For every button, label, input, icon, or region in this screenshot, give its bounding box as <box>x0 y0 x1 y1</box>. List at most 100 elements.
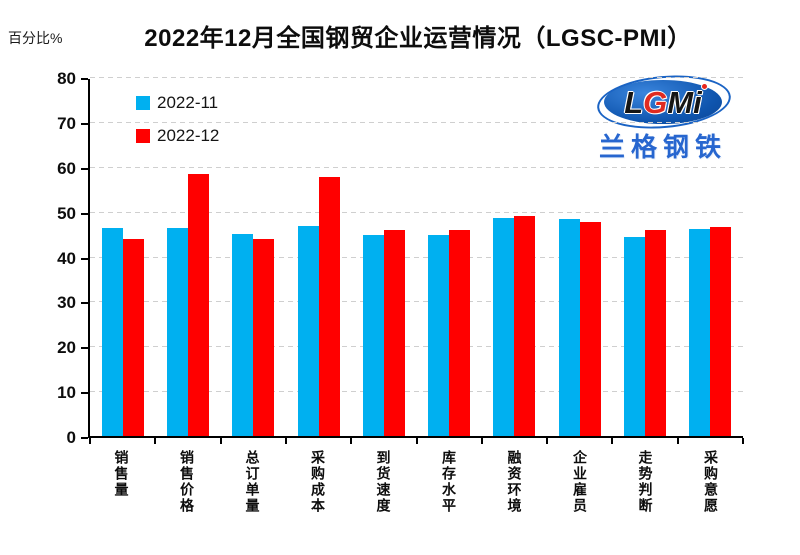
x-tick-4 <box>350 438 353 444</box>
bar-2022-12-库存水平 <box>449 229 471 436</box>
x-axis-label-采购成本: 采购成本 <box>309 450 326 514</box>
y-axis-label-0: 0 <box>66 428 76 447</box>
x-label-cell-0: 销售量 <box>88 450 154 514</box>
y-axis-label-80: 80 <box>57 69 76 88</box>
y-axis-unit-label: 百分比% <box>8 30 63 46</box>
bar-2022-11-融资环境 <box>493 218 515 436</box>
bar-2022-12-销售价格 <box>187 173 209 436</box>
bar-group-2 <box>221 79 286 436</box>
legend-item-2022-11: 2022-11 <box>136 93 219 113</box>
x-tick-10 <box>742 438 744 444</box>
x-axis-label-企业雇员: 企业雇员 <box>571 450 588 514</box>
plot-area <box>81 77 744 444</box>
bar-2022-11-企业雇员 <box>558 219 580 436</box>
x-axis-label-采购意愿: 采购意愿 <box>702 450 719 514</box>
bar-2022-11-销售价格 <box>166 228 188 436</box>
x-tick-0 <box>89 438 91 444</box>
bar-groups <box>90 79 743 436</box>
y-tick-50 <box>81 212 88 215</box>
legend-swatch-2022-11 <box>136 96 150 110</box>
bar-2022-11-销售量 <box>101 228 123 436</box>
bar-2022-12-采购意愿 <box>710 226 732 436</box>
legend-swatch-2022-12 <box>136 129 150 143</box>
y-tick-60 <box>81 167 88 170</box>
y-tick-40 <box>81 257 88 260</box>
y-tick-80 <box>81 78 88 80</box>
y-tick-0 <box>81 437 88 439</box>
legend-item-2022-12: 2022-12 <box>136 126 219 146</box>
gridline-80 <box>90 77 743 78</box>
x-tick-7 <box>546 438 549 444</box>
bar-2022-11-库存水平 <box>428 234 450 436</box>
gridline-60 <box>90 166 743 168</box>
bar-2022-12-企业雇员 <box>579 221 601 436</box>
x-label-cell-1: 销售价格 <box>154 450 220 514</box>
logo-i-dot-icon <box>701 83 708 90</box>
bar-2022-11-走势判断 <box>624 237 646 436</box>
x-tick-6 <box>480 438 483 444</box>
x-axis-category-labels: 销售量 销售价格 总订单量 采购成本 到货速度 库存水平 融资环境 企业雇员 走势判断 采购意愿 <box>88 450 743 514</box>
bar-group-7 <box>547 79 612 436</box>
bar-2022-11-采购成本 <box>297 226 319 436</box>
y-tick-20 <box>81 347 88 350</box>
legend-label-2022-12: 2022-12 <box>157 126 220 145</box>
y-axis-label-10: 10 <box>57 383 76 403</box>
bar-2022-11-总订单量 <box>232 234 254 436</box>
legend-label-2022-11: 2022-11 <box>157 93 219 112</box>
bar-group-5 <box>416 79 481 436</box>
x-axis-label-总订单量: 总订单量 <box>244 450 261 514</box>
x-label-cell-4: 到货速度 <box>350 450 416 514</box>
bar-group-9 <box>678 79 743 436</box>
x-tick-2 <box>219 438 222 444</box>
gridline-50 <box>90 211 743 213</box>
bar-group-1 <box>155 79 220 436</box>
x-label-cell-8: 走势判断 <box>612 450 678 514</box>
x-tick-1 <box>154 438 157 444</box>
bar-2022-12-走势判断 <box>645 229 667 436</box>
chart-title: 2022年12月全国钢贸企业运营情况（LGSC-PMI） <box>144 25 692 52</box>
gridline-30 <box>90 301 743 303</box>
y-axis-label-70: 70 <box>57 113 76 133</box>
gridline-10 <box>90 391 743 393</box>
x-label-cell-6: 融资环境 <box>481 450 547 514</box>
gridline-20 <box>90 346 743 348</box>
x-label-cell-3: 采购成本 <box>285 450 351 514</box>
lgmi-logo-subtext: 兰格钢铁 <box>598 132 727 162</box>
x-tick-5 <box>415 438 418 444</box>
gridline-40 <box>90 256 743 258</box>
bar-group-3 <box>286 79 351 436</box>
bar-2022-12-总订单量 <box>253 239 275 436</box>
y-tick-10 <box>81 392 88 395</box>
bar-2022-11-到货速度 <box>362 234 384 436</box>
gridline-70 <box>90 121 743 123</box>
x-label-cell-2: 总订单量 <box>219 450 285 514</box>
y-tick-30 <box>81 302 88 305</box>
y-axis-label-60: 60 <box>57 158 76 178</box>
x-tick-3 <box>284 438 287 444</box>
y-axis-label-40: 40 <box>57 248 76 268</box>
bar-2022-11-采购意愿 <box>689 228 711 436</box>
x-axis-label-融资环境: 融资环境 <box>506 450 523 514</box>
bar-group-6 <box>482 79 547 436</box>
x-tick-9 <box>676 438 679 444</box>
bar-2022-12-融资环境 <box>514 216 536 436</box>
x-label-cell-7: 企业雇员 <box>547 450 613 514</box>
x-tick-8 <box>611 438 614 444</box>
bar-2022-12-采购成本 <box>318 176 340 436</box>
bar-2022-12-到货速度 <box>383 230 405 436</box>
x-label-cell-5: 库存水平 <box>416 450 482 514</box>
x-axis-label-销售价格: 销售价格 <box>178 450 195 514</box>
y-tick-70 <box>81 122 88 125</box>
lgmi-logo-mark: L G M i <box>604 80 722 124</box>
bar-group-4 <box>351 79 416 436</box>
bar-2022-12-销售量 <box>122 238 144 436</box>
x-label-cell-9: 采购意愿 <box>678 450 744 514</box>
y-axis-label-30: 30 <box>57 293 76 313</box>
x-axis-label-走势判断: 走势判断 <box>637 450 654 514</box>
legend: 2022-11 2022-12 <box>136 93 219 159</box>
x-axis-label-到货速度: 到货速度 <box>375 450 392 514</box>
bar-group-8 <box>612 79 677 436</box>
bar-group-0 <box>90 79 155 436</box>
x-axis-label-销售量: 销售量 <box>113 450 130 498</box>
